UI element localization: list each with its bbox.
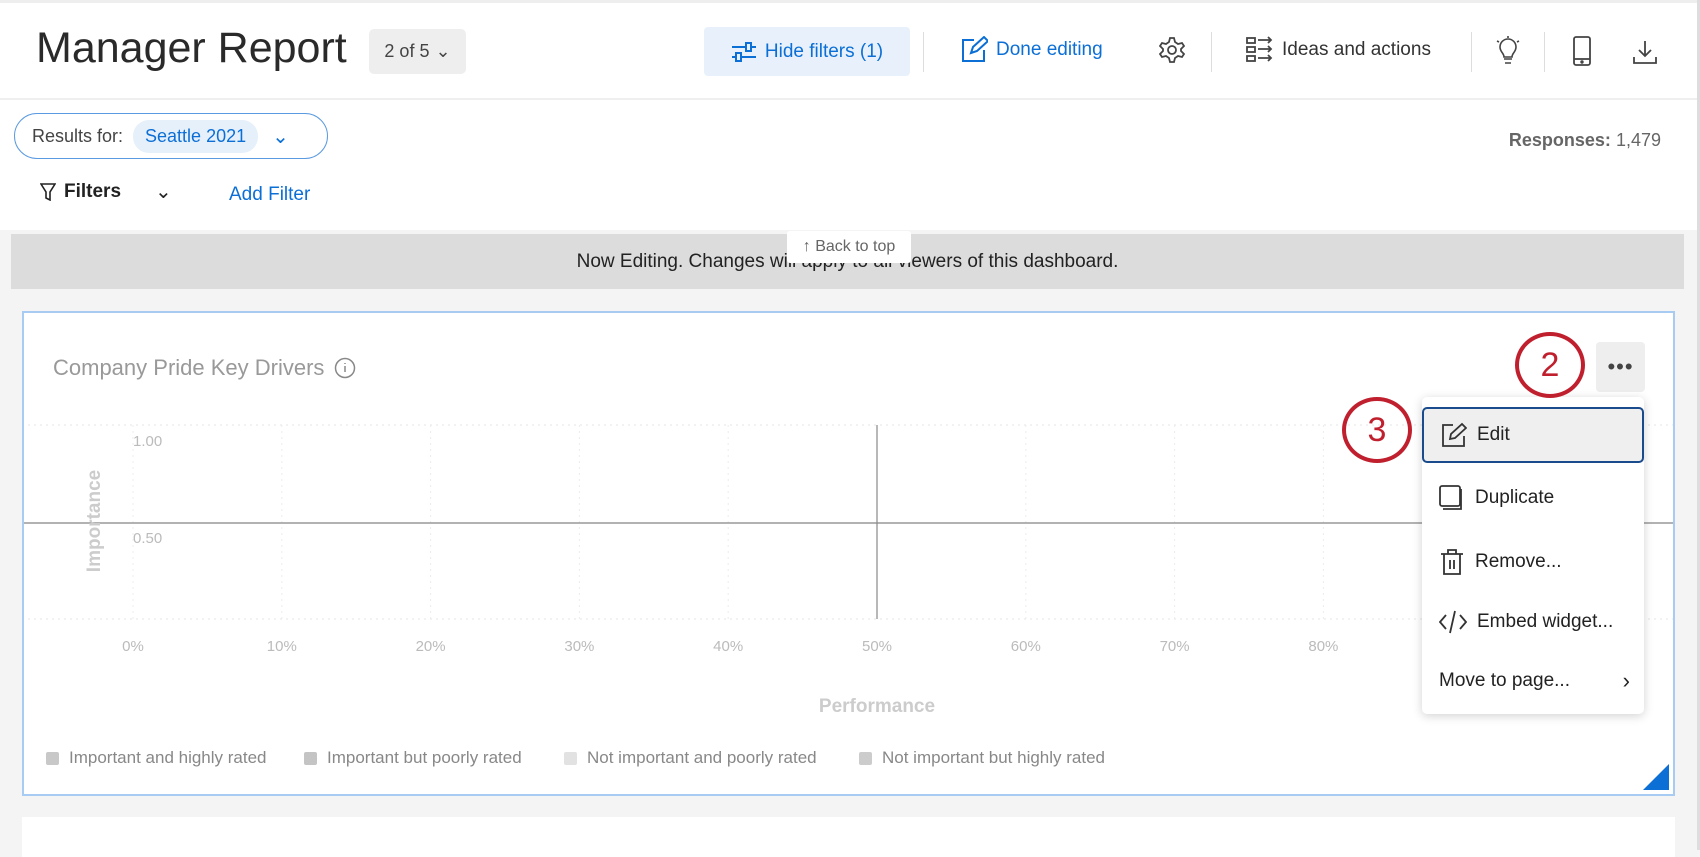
legend-item: Important but poorly rated bbox=[304, 748, 522, 768]
x-tick-label: 0% bbox=[122, 638, 144, 655]
chevron-down-icon: ⌄ bbox=[272, 125, 289, 148]
x-tick-label: 30% bbox=[564, 638, 594, 655]
download-icon[interactable] bbox=[1632, 38, 1658, 66]
filters-toggle[interactable]: Filters ⌄ bbox=[40, 179, 172, 204]
done-editing-button[interactable]: Done editing bbox=[960, 36, 1103, 64]
x-tick-label: 10% bbox=[267, 638, 297, 655]
legend-swatch bbox=[564, 751, 577, 765]
menu-item-embed[interactable]: Embed widget... bbox=[1422, 594, 1644, 650]
menu-item-move-to-page[interactable]: Move to page... › bbox=[1422, 653, 1644, 709]
divider bbox=[1471, 32, 1472, 72]
code-icon bbox=[1439, 610, 1467, 634]
widget-card bbox=[22, 817, 1675, 857]
menu-item-label: Duplicate bbox=[1475, 487, 1555, 508]
back-to-top-button[interactable]: ↑ Back to top bbox=[787, 231, 911, 263]
info-icon[interactable] bbox=[334, 357, 356, 379]
legend-item: Not important but highly rated bbox=[859, 748, 1105, 768]
scrollbar[interactable] bbox=[1697, 0, 1700, 850]
results-for-label: Results for: bbox=[32, 125, 124, 146]
page-title: Manager Report bbox=[36, 24, 347, 72]
x-tick-label: 60% bbox=[1011, 638, 1041, 655]
x-tick-label: 80% bbox=[1308, 638, 1338, 655]
menu-item-label: Edit bbox=[1477, 424, 1510, 445]
divider bbox=[923, 32, 924, 72]
pencil-icon bbox=[962, 36, 988, 62]
menu-item-label: Remove... bbox=[1475, 551, 1562, 572]
hide-filters-label: Hide filters (1) bbox=[764, 40, 884, 62]
menu-item-edit[interactable]: Edit bbox=[1422, 407, 1644, 463]
menu-item-duplicate[interactable]: Duplicate bbox=[1422, 470, 1644, 526]
x-tick-label: 20% bbox=[416, 638, 446, 655]
chevron-down-icon: ⌄ bbox=[155, 181, 172, 203]
responses-count: Responses: 1,479 bbox=[1509, 130, 1661, 151]
funnel-icon bbox=[40, 182, 56, 201]
divider bbox=[0, 98, 1697, 100]
chevron-right-icon: › bbox=[1622, 668, 1630, 693]
x-tick-label: 40% bbox=[713, 638, 743, 655]
legend-swatch bbox=[304, 751, 317, 765]
x-tick-label: 50% bbox=[862, 638, 892, 655]
legend-label: Important but poorly rated bbox=[327, 748, 522, 767]
legend-item: Important and highly rated bbox=[46, 748, 267, 768]
y-tick-label: 0.50 bbox=[133, 530, 162, 547]
filters-label: Filters bbox=[64, 180, 122, 202]
legend-item: Not important and poorly rated bbox=[564, 748, 817, 768]
annotation-2: 2 bbox=[1515, 332, 1585, 398]
key-drivers-widget[interactable]: 0% 10% 20% 30% 40% 50% 60% 70% 80% 1.00 0.50 Perfor… bbox=[22, 311, 1675, 796]
page-selector-label: 2 of 5 bbox=[384, 41, 430, 61]
widget-title: Company Pride Key Drivers bbox=[53, 355, 356, 381]
y-tick-label: 1.00 bbox=[133, 433, 162, 450]
mobile-icon[interactable] bbox=[1570, 36, 1594, 66]
ideas-label: Ideas and actions bbox=[1282, 39, 1431, 60]
legend-swatch bbox=[859, 751, 872, 765]
widget-options-menu: Edit Duplicate Remove... Embed widget...… bbox=[1422, 397, 1644, 714]
responses-label: Responses: bbox=[1508, 130, 1611, 150]
more-options-button[interactable]: ••• bbox=[1596, 342, 1645, 392]
ellipsis-icon: ••• bbox=[1607, 354, 1634, 379]
trash-icon bbox=[1441, 549, 1463, 575]
legend-label: Not important but highly rated bbox=[882, 748, 1106, 767]
x-tick-label: 70% bbox=[1160, 638, 1190, 655]
duplicate-icon bbox=[1439, 485, 1462, 510]
page-selector[interactable]: 2 of 5 ⌄ bbox=[369, 29, 466, 74]
ideas-and-actions-button[interactable]: Ideas and actions bbox=[1246, 36, 1431, 64]
legend-label: Important and highly rated bbox=[69, 748, 267, 767]
menu-item-label: Embed widget... bbox=[1477, 611, 1614, 632]
results-for-value: Seattle 2021 bbox=[133, 119, 259, 153]
menu-item-label: Move to page... bbox=[1439, 670, 1570, 691]
responses-value: 1,479 bbox=[1615, 130, 1661, 150]
results-for-selector[interactable]: Results for: Seattle 2021 ⌄ bbox=[14, 113, 328, 159]
pencil-icon bbox=[1442, 422, 1467, 447]
x-axis-label: Performance bbox=[819, 696, 935, 717]
legend-swatch bbox=[46, 751, 59, 765]
sliders-icon bbox=[731, 41, 756, 62]
divider bbox=[1544, 32, 1545, 72]
add-filter-link[interactable]: Add Filter bbox=[229, 184, 311, 205]
widget-title-text: Company Pride Key Drivers bbox=[53, 355, 325, 380]
menu-item-remove[interactable]: Remove... bbox=[1422, 534, 1644, 590]
chevron-down-icon: ⌄ bbox=[435, 41, 451, 61]
legend-label: Not important and poorly rated bbox=[587, 748, 817, 767]
done-editing-label: Done editing bbox=[996, 39, 1103, 60]
list-arrows-icon bbox=[1246, 36, 1273, 62]
annotation-3: 3 bbox=[1342, 397, 1412, 463]
gear-icon[interactable] bbox=[1158, 36, 1186, 64]
lightbulb-icon[interactable] bbox=[1494, 36, 1522, 66]
resize-handle[interactable] bbox=[1643, 764, 1669, 790]
y-axis-label: Importance bbox=[84, 470, 105, 572]
hide-filters-button[interactable]: Hide filters (1) bbox=[704, 27, 910, 76]
divider bbox=[1211, 32, 1212, 72]
